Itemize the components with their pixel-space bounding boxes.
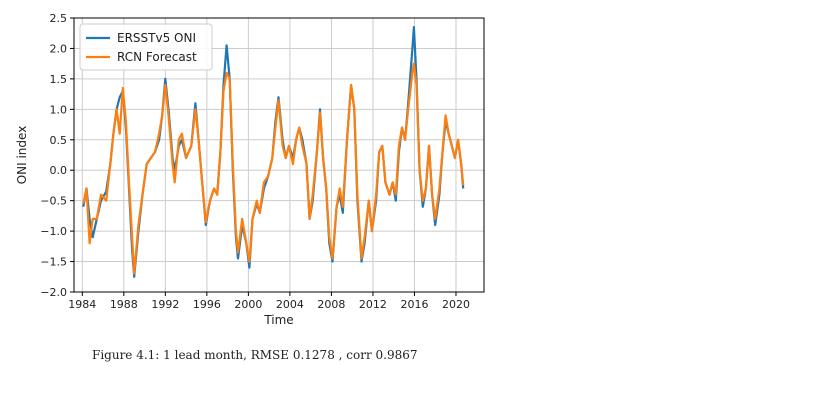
y-tick-label: −1.5	[40, 256, 67, 269]
y-axis-label: ONI index	[15, 126, 29, 185]
x-tick-label: 2020	[442, 298, 470, 311]
y-tick-label: 0.0	[50, 164, 68, 177]
x-tick-label: 2000	[234, 298, 262, 311]
axis-ticks	[70, 17, 457, 296]
legend-entry: RCN Forecast	[117, 50, 197, 64]
x-tick-label: 1996	[193, 298, 221, 311]
series-line-rcn-forecast	[82, 62, 465, 275]
y-tick-label: −2.0	[40, 286, 67, 299]
y-tick-label: 2.5	[50, 12, 68, 25]
x-tick-label: 1988	[110, 298, 138, 311]
y-tick-label: −0.5	[40, 195, 67, 208]
y-tick-label: −1.0	[40, 225, 67, 238]
figure-caption: Figure 4.1: 1 lead month, RMSE 0.1278 , …	[92, 348, 418, 362]
x-tick-label: 2016	[400, 298, 428, 311]
x-tick-label: 2008	[317, 298, 345, 311]
x-tick-label: 2004	[276, 298, 304, 311]
legend: ERSSTv5 ONI RCN Forecast	[79, 23, 213, 71]
x-tick-label: 1984	[68, 298, 96, 311]
legend-box	[79, 23, 213, 71]
plot-frame	[73, 17, 485, 293]
legend-entry: ERSSTv5 ONI	[117, 31, 196, 45]
y-tick-label: 0.5	[50, 134, 68, 147]
x-tick-label: 1992	[151, 298, 179, 311]
series-layer	[82, 26, 465, 278]
y-tick-label: 1.5	[50, 73, 68, 86]
y-tick-label: 1.0	[50, 103, 68, 116]
x-tick-label: 2012	[359, 298, 387, 311]
y-tick-label: 2.0	[50, 42, 68, 55]
tick-labels: 1984 1988 1992 1996 2000 2004 2008 2012 2016 2020…	[40, 12, 470, 311]
x-axis-label: Time	[263, 313, 293, 327]
